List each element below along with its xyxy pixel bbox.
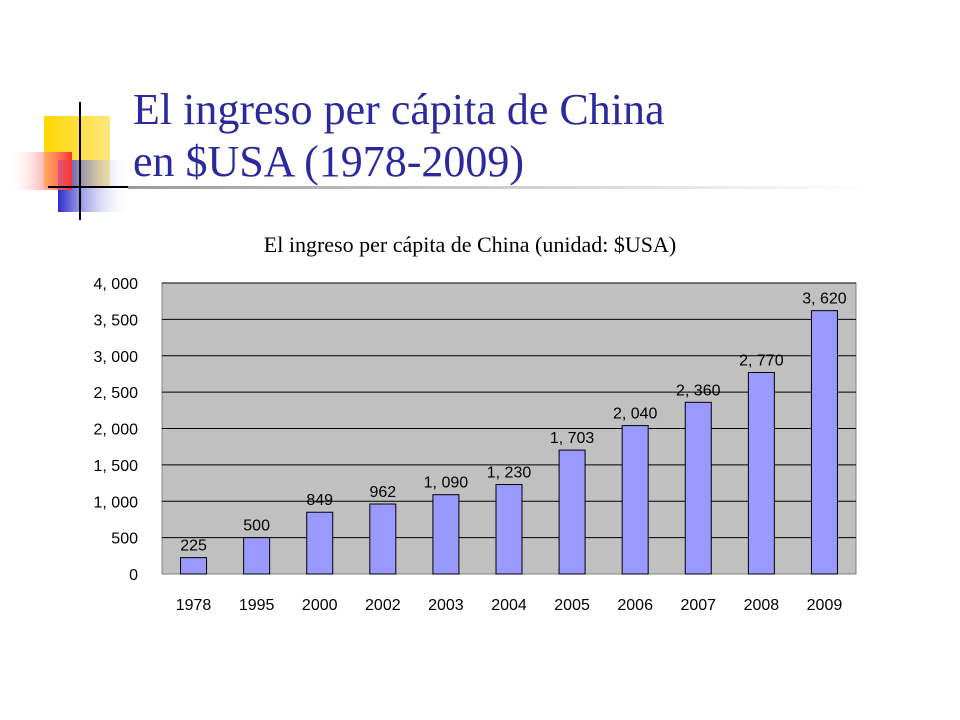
bar-value-label: 3, 620: [802, 291, 847, 308]
slide-title-line-1: El ingreso per cápita de China: [133, 85, 665, 134]
bar: [432, 494, 460, 575]
bar-value-label: 1, 230: [487, 465, 532, 482]
bar: [810, 310, 838, 575]
x-tick-label: 1995: [239, 597, 275, 614]
y-tick-label: 1, 500: [94, 458, 139, 475]
bar-value-label: 2, 040: [613, 406, 658, 423]
y-tick-label: 3, 000: [94, 349, 139, 366]
x-tick-label: 2007: [680, 597, 716, 614]
bar: [306, 511, 334, 575]
chart-title: El ingreso per cápita de China (unidad: …: [264, 232, 676, 257]
bar-value-label: 962: [369, 484, 396, 501]
bar-value-label: 2, 360: [676, 382, 721, 399]
bar: [558, 449, 586, 575]
x-tick-label: 2002: [365, 597, 401, 614]
bar-value-label: 1, 703: [550, 430, 595, 447]
x-tick-label: 1978: [176, 597, 212, 614]
slide-title: El ingreso per cápita de China en $USA (…: [133, 84, 664, 188]
bar: [180, 557, 208, 575]
slide-title-line-2: en $USA (1978-2009): [133, 137, 525, 186]
x-axis-ticks: 1978 1995 2000 2002 2003 2004 2005 2006 2007 2008…: [176, 597, 843, 614]
x-tick-label: 2008: [744, 597, 780, 614]
x-tick-label: 2000: [302, 597, 338, 614]
bar: [495, 484, 523, 575]
bar-value-label: 225: [180, 538, 207, 555]
bar: [243, 537, 271, 575]
y-tick-label: 2, 000: [94, 422, 139, 439]
deco-red-square: [12, 152, 72, 190]
bar-value-labels: 225 500 849 962 1, 090 1, 230 1, 703 2, 040 2, 3…: [180, 291, 847, 555]
bar-value-label: 500: [243, 518, 270, 535]
deco-blue-square: [58, 160, 128, 212]
bars: [180, 310, 838, 575]
y-tick-label: 0: [129, 567, 138, 584]
x-tick-label: 2005: [554, 597, 590, 614]
x-tick-label: 2004: [491, 597, 527, 614]
gridlines: [162, 282, 856, 539]
bar: [621, 425, 649, 575]
bar: [369, 503, 397, 575]
y-tick-label: 4, 000: [94, 276, 139, 293]
bar: [684, 401, 712, 575]
bar-chart: El ingreso per cápita de China (unidad: …: [94, 232, 857, 614]
x-tick-label: 2006: [617, 597, 653, 614]
y-tick-label: 1, 000: [94, 494, 139, 511]
bar-value-label: 1, 090: [424, 475, 469, 492]
bar-value-label: 2, 770: [739, 352, 784, 369]
bar: [747, 371, 775, 575]
y-tick-label: 500: [111, 531, 138, 548]
bar-value-label: 849: [306, 492, 333, 509]
x-tick-label: 2009: [807, 597, 843, 614]
y-tick-label: 2, 500: [94, 385, 139, 402]
y-tick-label: 3, 500: [94, 312, 139, 329]
x-tick-label: 2003: [428, 597, 464, 614]
deco-yellow-square: [44, 116, 110, 188]
y-axis-ticks: 0 500 1, 000 1, 500 2, 000 2, 500 3, 000 3, 500…: [94, 276, 139, 584]
